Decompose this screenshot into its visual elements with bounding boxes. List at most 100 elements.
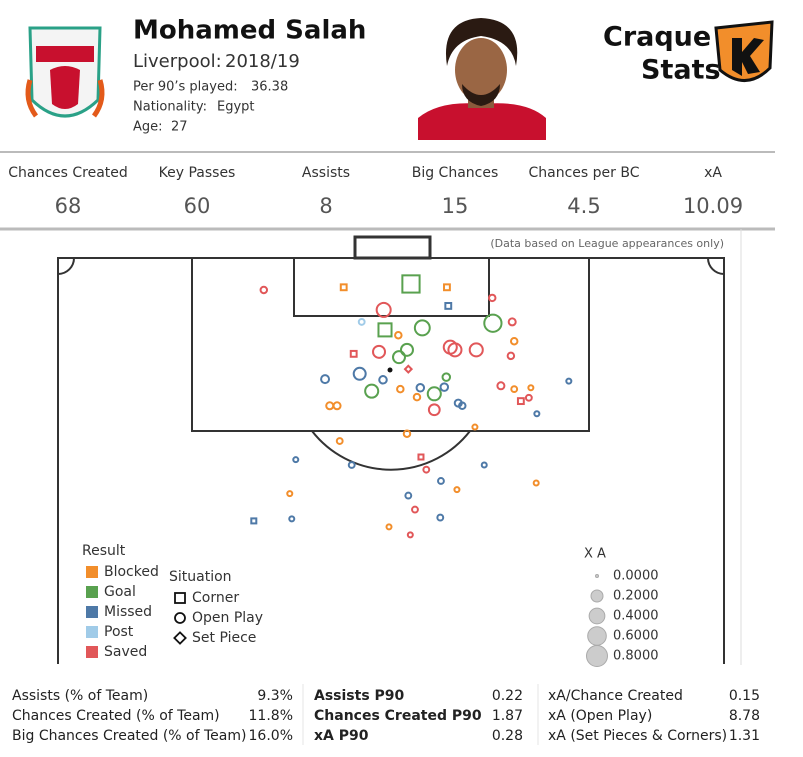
shot-marker <box>437 477 445 485</box>
shot-marker <box>509 336 519 346</box>
footer-label: Assists P90 <box>314 688 405 704</box>
shot-marker <box>292 456 300 464</box>
summary-stats: Chances Created 68 Key Passes 60 Assists 8 Big… <box>8 165 743 218</box>
legend-label: Blocked <box>104 564 159 580</box>
pitch <box>57 235 725 664</box>
situation-label: Set Piece <box>192 630 256 646</box>
size-legend-circle <box>586 645 608 667</box>
legend-swatch <box>86 626 98 638</box>
brand-logo <box>714 20 774 82</box>
shot-marker <box>444 301 453 310</box>
stat-label: Key Passes <box>159 165 236 181</box>
stat-value: 4.5 <box>567 194 600 218</box>
legend-title: Result <box>82 543 126 559</box>
legend-swatch <box>86 586 98 598</box>
shot-marker <box>532 479 540 487</box>
shot-marker <box>391 350 406 365</box>
shot-marker <box>406 531 414 539</box>
brand-line-2: Stats <box>641 55 721 86</box>
shot-marker <box>412 392 422 402</box>
stat-value: 10.09 <box>683 194 743 218</box>
shot-marker <box>378 375 388 385</box>
shot-marker <box>404 491 413 500</box>
footer-value: 0.15 <box>729 688 760 704</box>
stat-label: Assists <box>302 165 350 181</box>
size-legend-label: 0.8000 <box>613 649 659 664</box>
situation-label: Open Play <box>192 610 263 626</box>
shot-marker <box>357 317 366 326</box>
footer-stats: Assists (% of Team) 9.3% Chances Created (… <box>12 688 760 744</box>
shot-marker <box>447 342 463 358</box>
age-value: 27 <box>171 120 188 135</box>
shot-marker <box>533 410 541 418</box>
shot-marker <box>375 301 392 318</box>
footer-label: xA (Set Pieces & Corners) <box>548 728 727 744</box>
situation-icon <box>174 612 186 624</box>
footer-label: xA P90 <box>314 728 369 744</box>
stat-value: 15 <box>442 194 469 218</box>
nationality-label: Nationality: <box>133 100 207 115</box>
footer-value: 9.3% <box>257 688 293 704</box>
nationality-value: Egypt <box>217 100 255 115</box>
per90-label: Per 90’s played: <box>133 80 238 95</box>
shot-marker <box>250 517 258 525</box>
legend-swatch <box>86 606 98 618</box>
footer-value: 16.0% <box>249 728 293 744</box>
shot-marker <box>443 283 451 292</box>
size-legend-label: 0.0000 <box>613 569 659 584</box>
situation-label: Corner <box>192 590 239 606</box>
situation-icon <box>173 631 187 645</box>
situation-title: Situation <box>169 569 232 585</box>
shot-marker <box>401 274 421 294</box>
size-legend-label: 0.6000 <box>613 629 659 644</box>
size-legend-label: 0.4000 <box>613 609 659 624</box>
shot-marker <box>259 285 269 295</box>
shot-marker <box>439 382 450 392</box>
shot-marker <box>417 453 425 461</box>
shot-marker <box>335 437 344 445</box>
shot-marker <box>372 344 387 359</box>
shot-marker <box>399 342 414 357</box>
shot-marker <box>471 423 479 431</box>
shot-marker <box>422 465 431 474</box>
player-name: Mohamed Salah <box>133 16 366 46</box>
stat-value: 68 <box>55 194 82 218</box>
shot-marker <box>496 381 506 391</box>
legend-swatch <box>86 566 98 578</box>
shot-marker <box>415 383 426 393</box>
shot-marker <box>527 384 535 392</box>
player-photo <box>418 18 546 140</box>
shot-marker <box>426 386 442 402</box>
legend-label: Goal <box>104 584 136 600</box>
shot-marker <box>320 374 331 385</box>
stat-label: xA <box>704 165 722 181</box>
footer-label: Chances Created P90 <box>314 708 482 724</box>
footer-label: Assists (% of Team) <box>12 688 148 704</box>
stat-label: Chances Created <box>8 165 128 181</box>
legend-label: Saved <box>104 644 147 660</box>
shots <box>250 274 573 539</box>
shot-marker <box>402 429 412 438</box>
stat-label: Big Chances <box>412 165 499 181</box>
stat-label: Chances per BC <box>529 165 640 181</box>
shot-marker <box>436 513 445 522</box>
shot-marker <box>516 397 525 406</box>
shot-marker <box>441 372 452 382</box>
shot-marker <box>468 342 484 358</box>
shot-marker <box>411 505 419 514</box>
shot-marker <box>427 403 441 417</box>
stat-value: 60 <box>184 194 211 218</box>
shot-marker <box>565 377 573 385</box>
shot-marker <box>483 313 503 333</box>
legend-label: Post <box>104 624 134 640</box>
age-label: Age: <box>133 120 163 135</box>
shot-marker <box>385 523 393 531</box>
footer-value: 1.87 <box>492 708 523 724</box>
season: 2018/19 <box>225 51 300 72</box>
note: (Data based on League appearances only) <box>490 237 724 250</box>
footer-value: 1.31 <box>729 728 760 744</box>
shot-marker <box>510 385 519 394</box>
per90-value: 36.38 <box>251 80 288 95</box>
shot-marker <box>507 317 517 327</box>
